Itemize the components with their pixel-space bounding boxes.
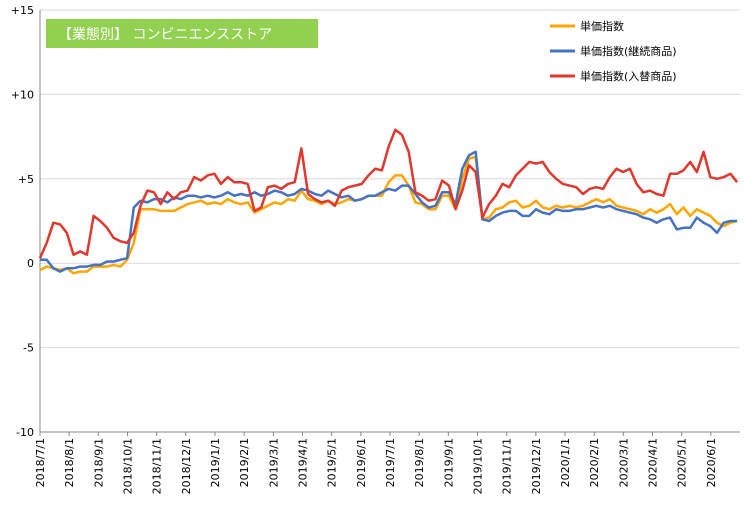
legend-label-2: 単価指数(継続商品)	[580, 44, 677, 58]
x-tick-label: 2020/6/1	[705, 438, 718, 487]
x-tick-label: 2020/5/1	[676, 438, 689, 487]
x-tick-label: 2019/6/1	[355, 438, 368, 487]
x-tick-label: 2019/8/1	[413, 438, 426, 487]
y-axis-ticks: +15 +10 +5 0 -5 -10	[11, 4, 34, 439]
chart-title-background	[46, 19, 318, 48]
x-tick-label: 2019/9/1	[442, 438, 455, 487]
legend-label-3: 単価指数(入替商品)	[580, 69, 677, 83]
series-lines	[38, 128, 739, 275]
x-tick-label: 2018/10/1	[122, 438, 135, 494]
y-tick-label: +15	[11, 4, 34, 17]
x-tick-label: 2020/3/1	[617, 438, 630, 487]
y-tick-label: -10	[16, 426, 34, 439]
legend-label-1: 単価指数	[580, 19, 624, 33]
x-tick-label: 2020/2/1	[588, 438, 601, 487]
x-tick-label: 2019/1/1	[209, 438, 222, 487]
series-line-2	[40, 150, 738, 273]
series-line-1	[39, 155, 738, 275]
y-tick-label: +10	[11, 88, 34, 101]
x-tick-label: 2018/11/1	[151, 438, 164, 494]
x-tick-label: 2019/4/1	[297, 438, 310, 487]
x-tick-label: 2018/8/1	[63, 438, 76, 487]
chart-title-text: 【業態別】 コンビニエンスストア	[58, 27, 272, 43]
x-tick-label: 2019/2/1	[238, 438, 251, 487]
x-tick-label: 2018/7/1	[34, 438, 47, 487]
x-tick-label: 2019/11/1	[501, 438, 514, 494]
y-tick-label: -5	[23, 342, 34, 355]
x-tick-label: 2019/3/1	[267, 438, 280, 487]
x-tick-label: 2020/1/1	[559, 438, 572, 487]
x-tick-label: 2019/5/1	[326, 438, 339, 487]
series-line-3	[38, 128, 739, 259]
x-tick-label: 2018/12/1	[180, 438, 193, 494]
y-tick-label: 0	[27, 257, 34, 270]
chart-title: 【業態別】 コンビニエンスストア	[46, 19, 318, 48]
x-tick-label: 2019/10/1	[472, 438, 485, 494]
x-axis-ticks: 2018/7/1 2018/8/1 2018/9/1 2018/10/1 2018/11…	[34, 432, 718, 494]
y-tick-label: +5	[18, 173, 34, 186]
x-tick-label: 2018/9/1	[92, 438, 105, 487]
x-tick-label: 2019/7/1	[384, 438, 397, 487]
x-tick-label: 2019/12/1	[530, 438, 543, 494]
x-tick-label: 2020/4/1	[647, 438, 660, 487]
